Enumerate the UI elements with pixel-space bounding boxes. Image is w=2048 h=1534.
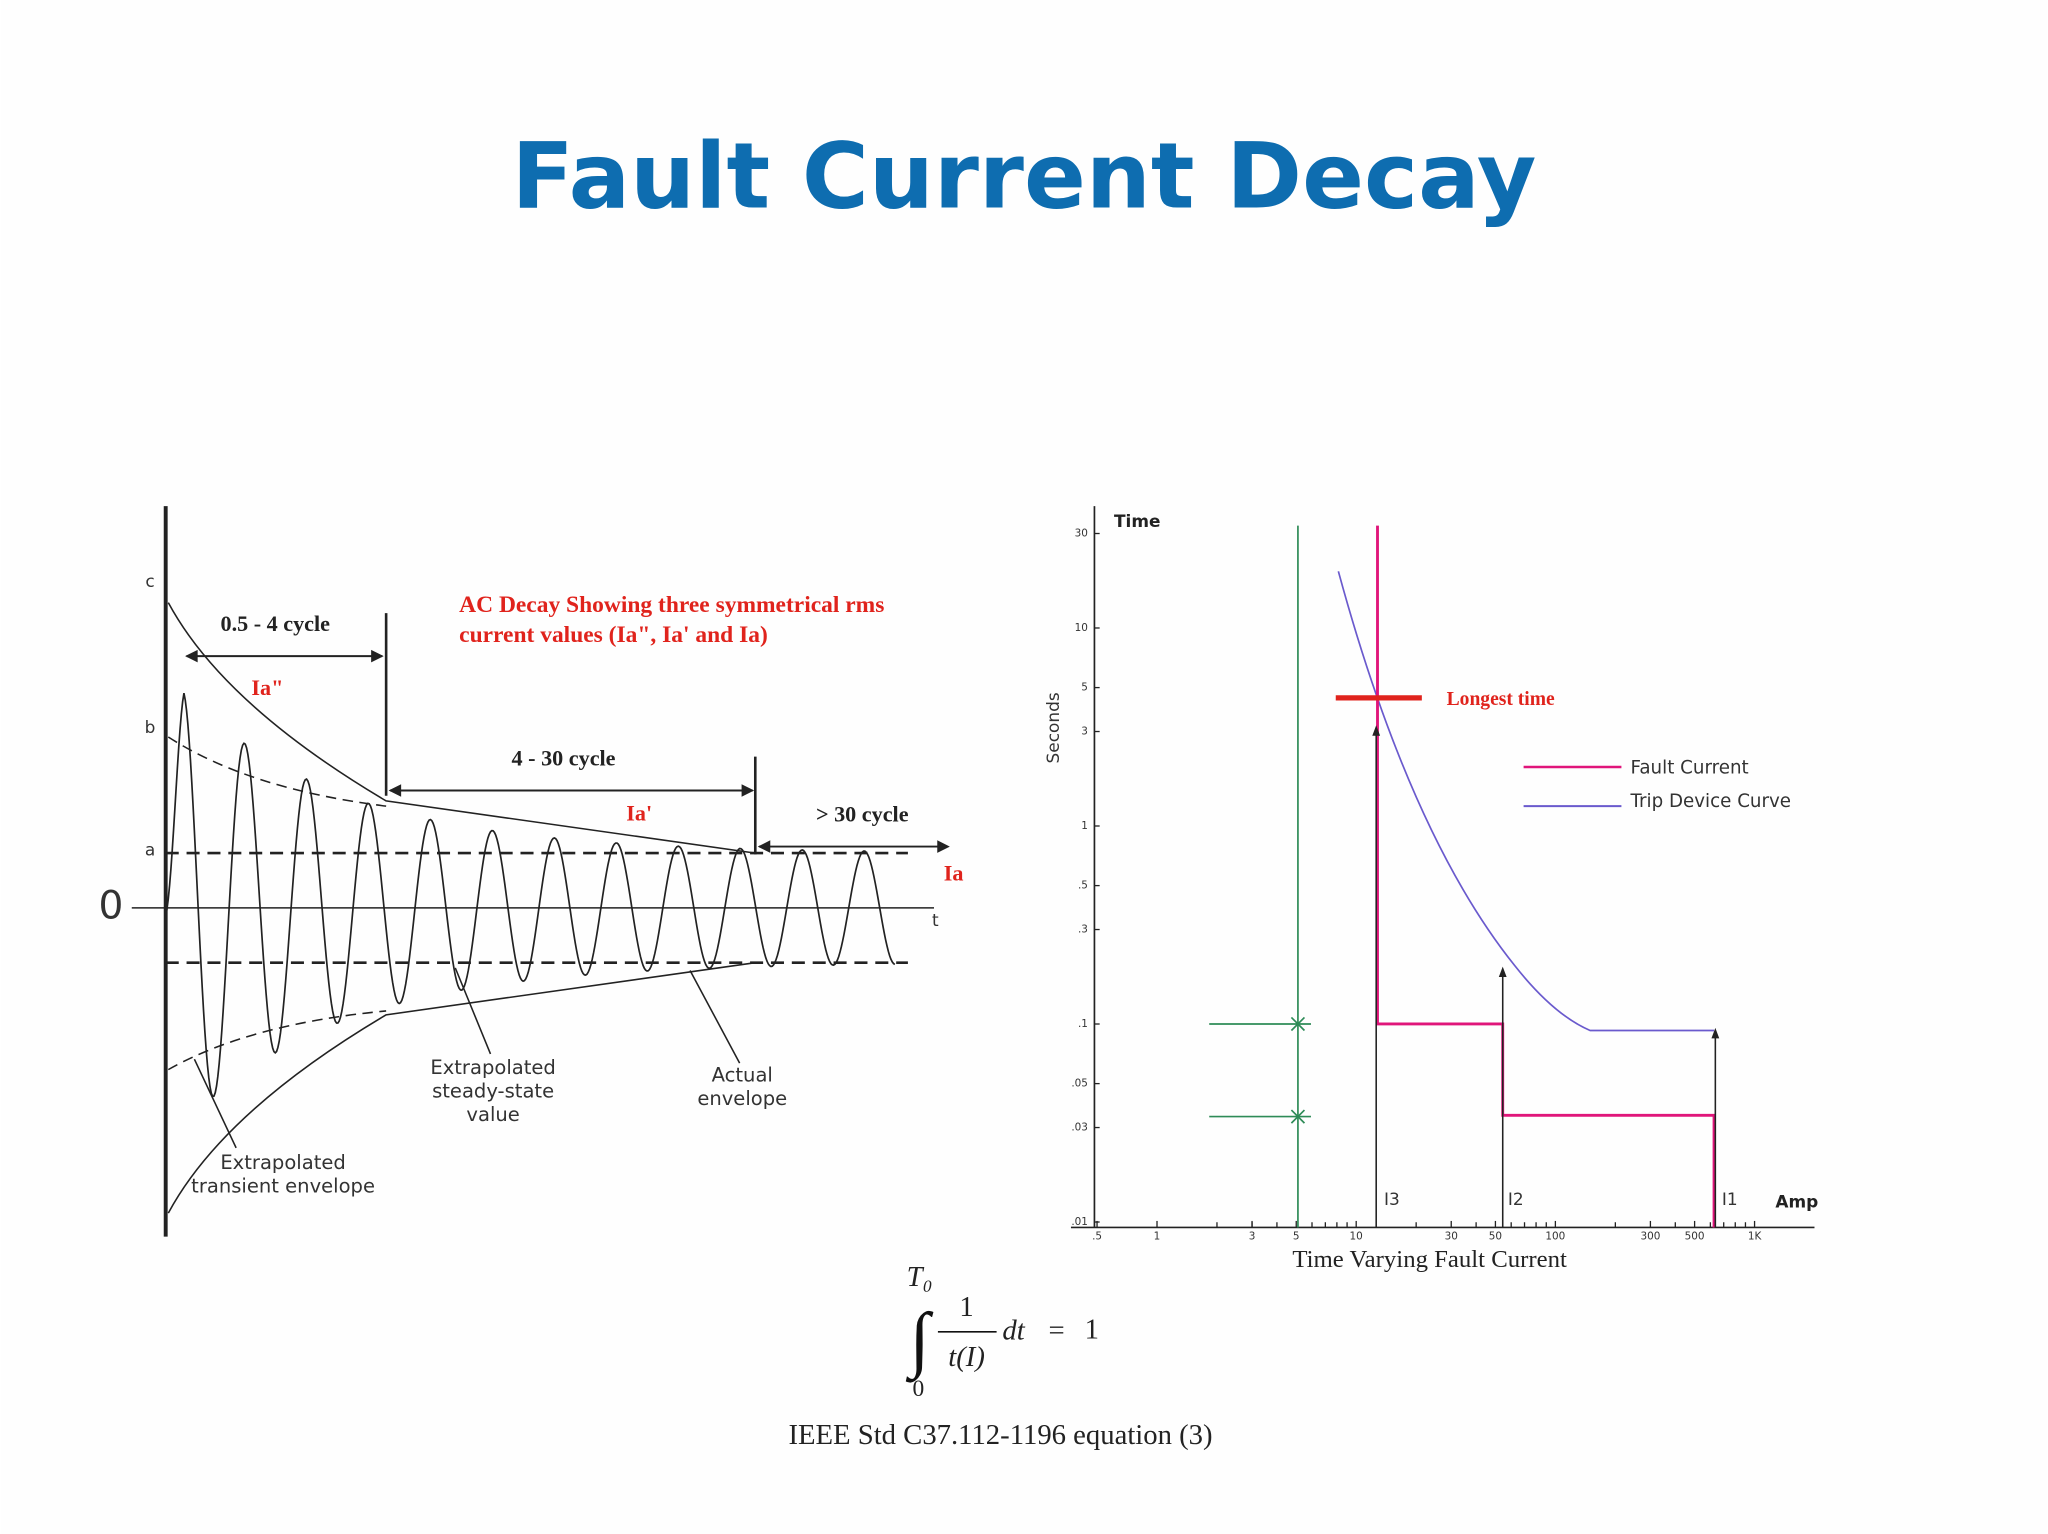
- integral-sign: ∫: [906, 1298, 934, 1383]
- callout: Actual: [712, 1064, 773, 1087]
- y-tick-label: 30: [1075, 528, 1088, 540]
- actual-envelope: [167, 961, 756, 1214]
- differential: dt: [1002, 1315, 1025, 1347]
- transient-envelope: [167, 1010, 387, 1071]
- range-label: 4 - 30 cycle: [512, 746, 616, 771]
- y-tick-label: 3: [1081, 726, 1088, 738]
- y-tick-label: .05: [1071, 1078, 1088, 1090]
- callout: envelope: [697, 1087, 787, 1110]
- leader-line: [689, 970, 741, 1064]
- axis-letter: b: [145, 717, 156, 737]
- current-wave: [164, 693, 896, 1098]
- numerator: 1: [959, 1291, 973, 1323]
- legend-label: Trip Device Curve: [1630, 791, 1791, 812]
- y-tick-label: 5: [1081, 682, 1088, 694]
- minor-ticks: [1094, 532, 1756, 1228]
- x-tick-label: 50: [1489, 1231, 1502, 1243]
- callout: steady-state: [432, 1079, 554, 1102]
- upper-limit: T₀: [907, 1261, 933, 1293]
- range-label: > 30 cycle: [816, 802, 909, 827]
- y-tick-label: .03: [1071, 1122, 1088, 1134]
- x-tick-label: 10: [1350, 1231, 1363, 1243]
- time-label: t: [932, 910, 939, 930]
- equals: =: [1049, 1315, 1065, 1347]
- slide-title: Fault Current Decay: [512, 123, 1537, 230]
- arrow-heads: [185, 649, 950, 853]
- x-tick-label: .5: [1092, 1231, 1102, 1243]
- callout: Extrapolated: [220, 1151, 345, 1174]
- current-label: Ia: [944, 860, 964, 885]
- current-label: Ia': [626, 800, 652, 825]
- y-title: Time: [1114, 511, 1160, 531]
- y-tick-label: .1: [1078, 1018, 1088, 1030]
- callout: Extrapolated: [430, 1056, 555, 1079]
- x-tick-label: 3: [1249, 1231, 1256, 1243]
- axis-letter: c: [145, 571, 154, 591]
- green-marks: [1290, 1016, 1306, 1124]
- zero-label: 0: [98, 883, 123, 928]
- x-tick-label: 100: [1545, 1231, 1565, 1243]
- callout: value: [466, 1103, 519, 1126]
- legend-label: Fault Current: [1631, 757, 1749, 778]
- current-label: I3: [1384, 1189, 1400, 1209]
- range-label: 0.5 - 4 cycle: [221, 611, 331, 636]
- x-tick-label: 1K: [1748, 1231, 1763, 1243]
- current-label: Ia": [251, 675, 283, 700]
- current-label: I2: [1508, 1189, 1524, 1209]
- result: 1: [1085, 1313, 1099, 1345]
- current-label: I1: [1722, 1189, 1738, 1209]
- lower-limit: 0: [912, 1376, 924, 1402]
- x-tick-label: 1: [1154, 1231, 1161, 1243]
- x-tick-label: 500: [1685, 1231, 1705, 1243]
- y-tick-label: 10: [1075, 622, 1088, 634]
- y-tick-label: .3: [1078, 924, 1088, 936]
- annotation: Longest time: [1447, 689, 1555, 710]
- x-tick-label: 30: [1445, 1231, 1458, 1243]
- callout: transient envelope: [191, 1175, 375, 1198]
- trip-chart: [1070, 506, 1815, 1229]
- y-tick-label: 1: [1081, 820, 1088, 832]
- chart-caption: Time Varying Fault Current: [1292, 1246, 1567, 1273]
- axis-letter: a: [145, 839, 155, 859]
- y-tick-label: .5: [1078, 880, 1088, 892]
- equation-source: IEEE Std C37.112-1196 equation (3): [788, 1419, 1212, 1451]
- leader-line: [193, 1058, 237, 1149]
- y-tick-label: .01: [1071, 1216, 1088, 1228]
- decay-caption: current values (Ia", Ia' and Ia): [459, 622, 768, 648]
- x-title: Amp: [1775, 1192, 1818, 1212]
- leader-line: [454, 967, 492, 1055]
- actual-envelope: [167, 602, 756, 854]
- x-tick-label: 5: [1293, 1231, 1300, 1243]
- denominator: t(I): [948, 1341, 985, 1373]
- decay-diagram: [131, 506, 950, 1237]
- x-tick-label: 300: [1640, 1231, 1660, 1243]
- current-arrows: [1375, 730, 1717, 1228]
- y-label: Seconds: [1043, 692, 1063, 763]
- trip-device-curve: [1337, 571, 1715, 1032]
- decay-caption: AC Decay Showing three symmetrical rms: [459, 592, 884, 618]
